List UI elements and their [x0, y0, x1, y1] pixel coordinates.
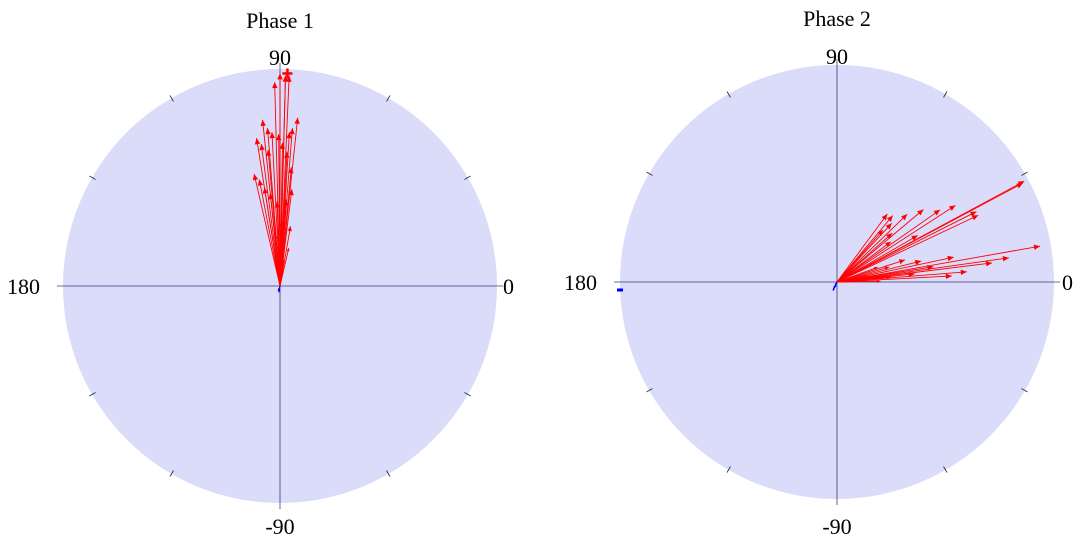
blue-vector: [277, 285, 281, 292]
phase-1-label-south: -90: [265, 514, 294, 539]
red-vector: [262, 187, 281, 287]
red-vector: [279, 199, 289, 287]
red-vector: [836, 234, 919, 283]
phase-1-label-west: 180: [7, 274, 40, 299]
angle-tick: [1021, 388, 1028, 393]
red-vector: [836, 214, 979, 283]
angle-tick: [386, 470, 391, 477]
red-vector: [836, 244, 1041, 283]
phase-1-panel: Phase 1 90 0 180 -90: [7, 8, 514, 539]
red-vector: [836, 256, 1009, 283]
red-vector: [259, 143, 281, 287]
phase-2-label-north: 90: [826, 44, 848, 69]
red-plus-marker: [282, 68, 293, 79]
red-vector: [836, 232, 893, 283]
phase-2-angle-ticks: [646, 91, 1028, 473]
phase-2-panel: Phase 2 90 0 180 -90: [564, 6, 1073, 539]
red-vector: [836, 264, 934, 283]
red-vector: [279, 220, 285, 287]
red-vector: [252, 173, 281, 287]
phase-2-label-south: -90: [822, 514, 851, 539]
angle-tick: [464, 392, 471, 397]
red-vector: [836, 241, 892, 283]
phase-2-label-east: 0: [1062, 270, 1073, 295]
angle-tick: [169, 470, 174, 477]
red-vector: [836, 275, 867, 283]
red-vector: [836, 266, 890, 283]
angle-tick: [943, 91, 948, 98]
angle-tick: [943, 466, 948, 473]
angle-tick: [646, 171, 653, 176]
red-vector: [836, 266, 878, 283]
angle-tick: [1021, 171, 1028, 176]
angle-tick: [386, 95, 391, 102]
red-vector: [836, 213, 908, 283]
red-vector: [836, 229, 884, 283]
phase-1-title: Phase 1: [246, 8, 314, 33]
angle-tick: [169, 95, 174, 102]
phase-1-label-east: 0: [503, 274, 514, 299]
red-vector: [279, 260, 285, 287]
phase-2-vectors: [617, 180, 1041, 292]
red-vector: [276, 134, 282, 287]
angle-tick: [89, 392, 96, 397]
phase-2-label-west: 180: [564, 270, 597, 295]
red-vector: [836, 209, 924, 283]
phase-1-vectors: [252, 68, 300, 293]
red-vector: [273, 234, 281, 287]
red-vector: [836, 261, 993, 283]
angle-tick: [646, 388, 653, 393]
red-vector: [279, 247, 290, 287]
red-vector: [257, 179, 281, 287]
angle-tick: [464, 175, 471, 180]
red-vector: [836, 205, 956, 283]
red-vector: [836, 209, 941, 283]
red-vector: [836, 211, 977, 283]
red-vector: [836, 213, 888, 283]
red-vector: [836, 182, 1024, 283]
angle-tick: [726, 466, 731, 473]
red-vector: [279, 167, 294, 287]
angle-tick: [726, 91, 731, 98]
phase-2-title: Phase 2: [803, 6, 871, 31]
red-vector: [274, 201, 281, 287]
angle-tick: [89, 175, 96, 180]
blue-vector: [834, 281, 838, 286]
red-vector: [836, 259, 922, 283]
red-vector: [836, 279, 864, 283]
phase-1-angle-ticks: [89, 95, 471, 477]
phase-1-label-north: 90: [269, 45, 291, 70]
